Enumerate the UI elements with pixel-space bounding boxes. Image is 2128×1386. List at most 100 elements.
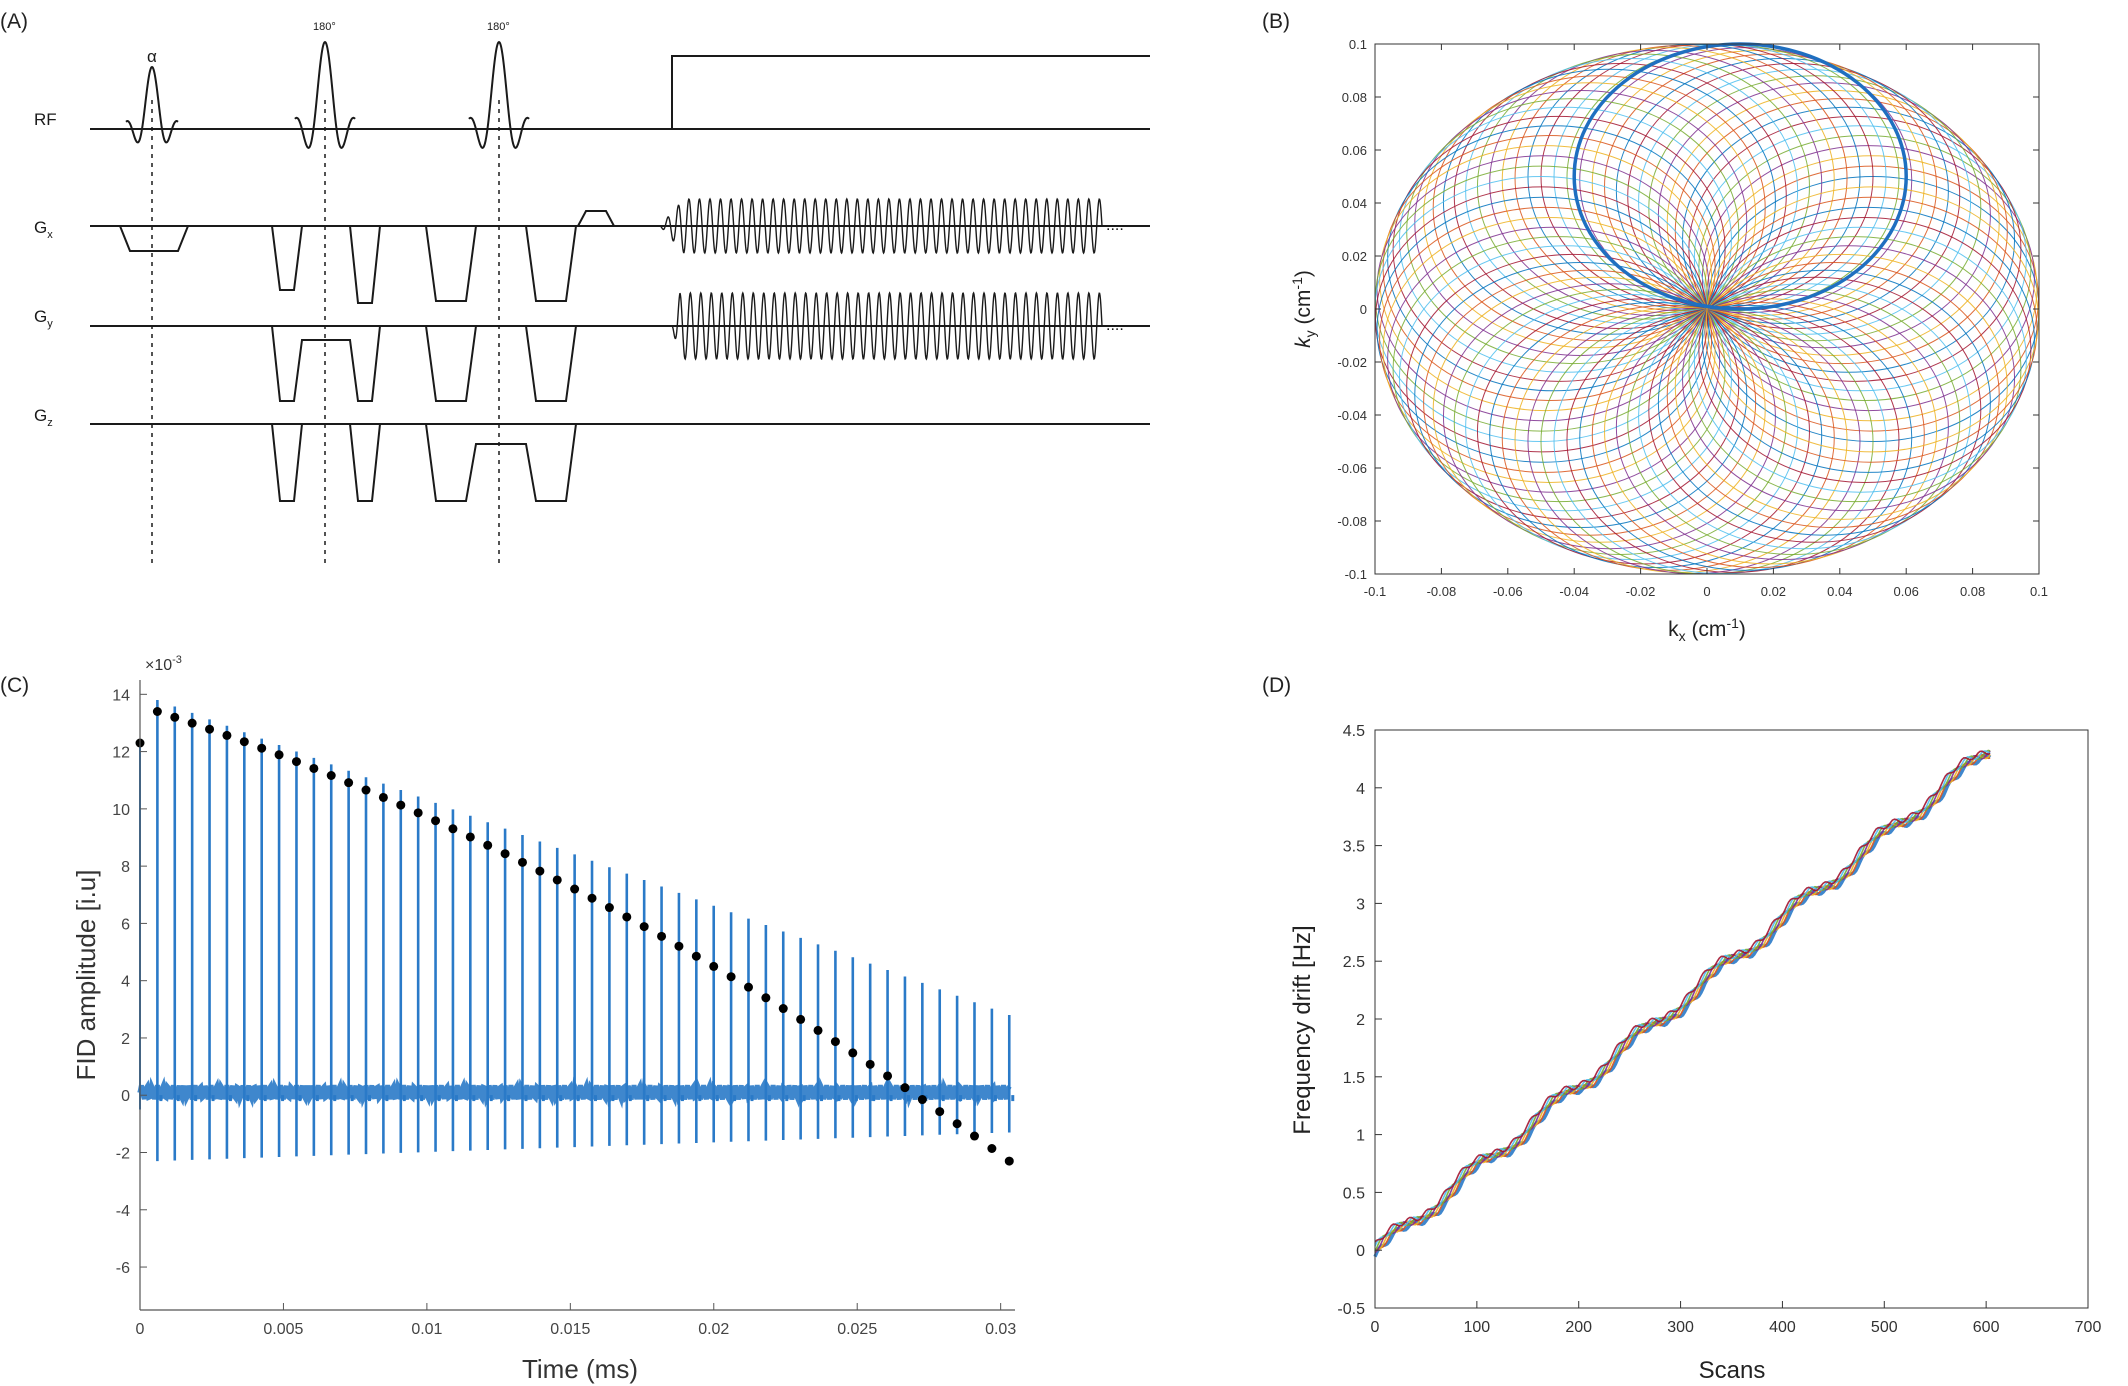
echo-peak-dot: [465, 832, 475, 842]
y-tick-label: 4: [121, 974, 130, 991]
panel-label-c: (C): [0, 674, 29, 697]
panel-label-d: (D): [1262, 674, 1291, 697]
x-tick-label: 0: [1703, 584, 1710, 599]
y-tick-label: 0.1: [1349, 37, 1367, 52]
y-tick-label: -0.04: [1337, 408, 1367, 423]
echo-peak-dot: [813, 1025, 823, 1035]
kspace-circle: [1657, 269, 1991, 536]
gx-prephaser: [577, 210, 615, 227]
exponent-label: ×10-3: [145, 654, 182, 674]
echo-peak-dot: [778, 1004, 788, 1014]
kspace-circle: [1688, 236, 2022, 503]
kspace-circle: [1627, 288, 1961, 555]
axes: -6 -4 -2 0 2 4 6 8 10 12 14 0 0.005 0.01 0.015 0.02 0.02…: [112, 680, 1016, 1338]
y-tick-label: 0.04: [1342, 196, 1367, 211]
echo-peak-dot: [239, 737, 249, 747]
echo-peak-dot: [152, 707, 162, 716]
x-tick-label: -0.1: [1364, 584, 1386, 599]
echo-peak-dot: [170, 712, 180, 722]
gz-crusher-1: [271, 423, 303, 502]
echo-peak-dots: [135, 707, 1014, 1166]
y-tick-label: 3: [1356, 896, 1365, 913]
x-tick-label: 0.06: [1894, 584, 1919, 599]
echo-peak-dot: [257, 743, 267, 753]
plot-frame: [1374, 729, 2089, 1309]
x-tick-label: -0.06: [1493, 584, 1523, 599]
echo-peak-dot: [291, 757, 301, 767]
echo-peak-dot: [552, 875, 562, 885]
fid-amplitude-chart: -6 -4 -2 0 2 4 6 8 10 12 14 0 0.005 0.01 0.015 0.02 0.02…: [71, 654, 1016, 1384]
refocus-label-1: 180°: [313, 21, 336, 33]
y-axis-label: FID amplitude [i.u]: [71, 870, 101, 1081]
y-tick-label: -2: [116, 1146, 130, 1163]
x-tick-label: 0.03: [985, 1321, 1016, 1338]
x-tick-label: 0.015: [550, 1321, 590, 1338]
drift-series-line: [1374, 750, 1991, 1247]
echo-peak-dot: [917, 1095, 927, 1105]
y-axis-label: ky (cm-1): [1289, 270, 1318, 348]
x-tick-label: -0.08: [1427, 584, 1457, 599]
echo-peak-dot: [657, 931, 667, 941]
y-tick-label: 8: [121, 859, 130, 876]
alpha-label: α: [147, 47, 157, 66]
y-tick-label: 0: [1356, 1243, 1365, 1260]
drift-series-line: [1374, 750, 1991, 1243]
echo-peak-dot: [309, 763, 319, 773]
y-tick-label: 1.5: [1343, 1070, 1365, 1087]
x-tick-label: 0.01: [411, 1321, 442, 1338]
y-tick-label: 0.5: [1343, 1185, 1365, 1202]
rf-pulse-2: [294, 40, 356, 149]
echo-peak-dot: [674, 941, 684, 951]
x-tick-label: -0.02: [1626, 584, 1656, 599]
y-tick-label: 2: [1356, 1012, 1365, 1029]
y-tick-label: -0.08: [1337, 514, 1367, 529]
gz-crusher-2: [349, 423, 381, 502]
echo-peak-dot: [587, 893, 597, 903]
y-tick-label: 0.02: [1342, 249, 1367, 264]
echo-peak-dot: [448, 824, 458, 834]
y-tick-label: -0.06: [1337, 461, 1367, 476]
echo-peak-dot: [726, 972, 736, 982]
y-tick-label: -6: [116, 1260, 130, 1277]
x-tick-label: 0.02: [698, 1321, 729, 1338]
kspace-circle: [1591, 302, 1925, 569]
echo-peak-dot: [622, 912, 632, 922]
y-tick-label: 10: [112, 802, 130, 819]
echo-peak-dot: [709, 961, 719, 971]
x-axis-label: Scans: [1699, 1357, 1766, 1384]
refocus-label-2: 180°: [487, 21, 510, 33]
echo-peak-dot: [604, 903, 614, 913]
gx-crusher-2: [349, 225, 381, 304]
echo-peak-dot: [413, 808, 423, 818]
gy-crusher-pair-1: [271, 325, 381, 402]
x-tick-label: 400: [1769, 1319, 1796, 1336]
gy-row-label: Gy: [34, 307, 53, 330]
pulse-sequence-diagram: .... .... α 180° 180° RF Gx Gy Gz: [34, 21, 1150, 568]
x-tick-label: 0.025: [837, 1321, 877, 1338]
echo-peak-dot: [483, 840, 493, 850]
x-tick-label: 100: [1464, 1319, 1491, 1336]
echo-peak-dot: [830, 1037, 840, 1047]
gx-row-label: Gx: [34, 218, 53, 241]
gx-crusher-4: [525, 225, 577, 302]
gx-crusher-1: [271, 225, 303, 291]
x-tick-label: 0.005: [263, 1321, 303, 1338]
x-axis-label: Time (ms): [522, 1354, 638, 1384]
y-tick-label: -4: [116, 1203, 130, 1220]
echo-peak-dot: [222, 730, 232, 740]
echo-peak-dot: [205, 724, 215, 734]
panel-label-b: (B): [1262, 10, 1290, 33]
x-tick-label: -0.04: [1559, 584, 1589, 599]
echo-peak-dot: [952, 1119, 962, 1129]
kspace-circle: [1682, 245, 2016, 512]
y-tick-label: 0: [121, 1088, 130, 1105]
y-tick-label: 0.08: [1342, 90, 1367, 105]
y-tick-label: 4.5: [1343, 723, 1365, 740]
kspace-circle: [1674, 253, 2008, 520]
kspace-circle: [1648, 276, 1982, 543]
echo-peak-dot: [570, 884, 580, 894]
gy-crusher-3: [425, 325, 477, 402]
kspace-circle: [1704, 196, 2038, 463]
kspace-circle: [1638, 283, 1972, 550]
echo-peak-dot: [535, 866, 545, 876]
